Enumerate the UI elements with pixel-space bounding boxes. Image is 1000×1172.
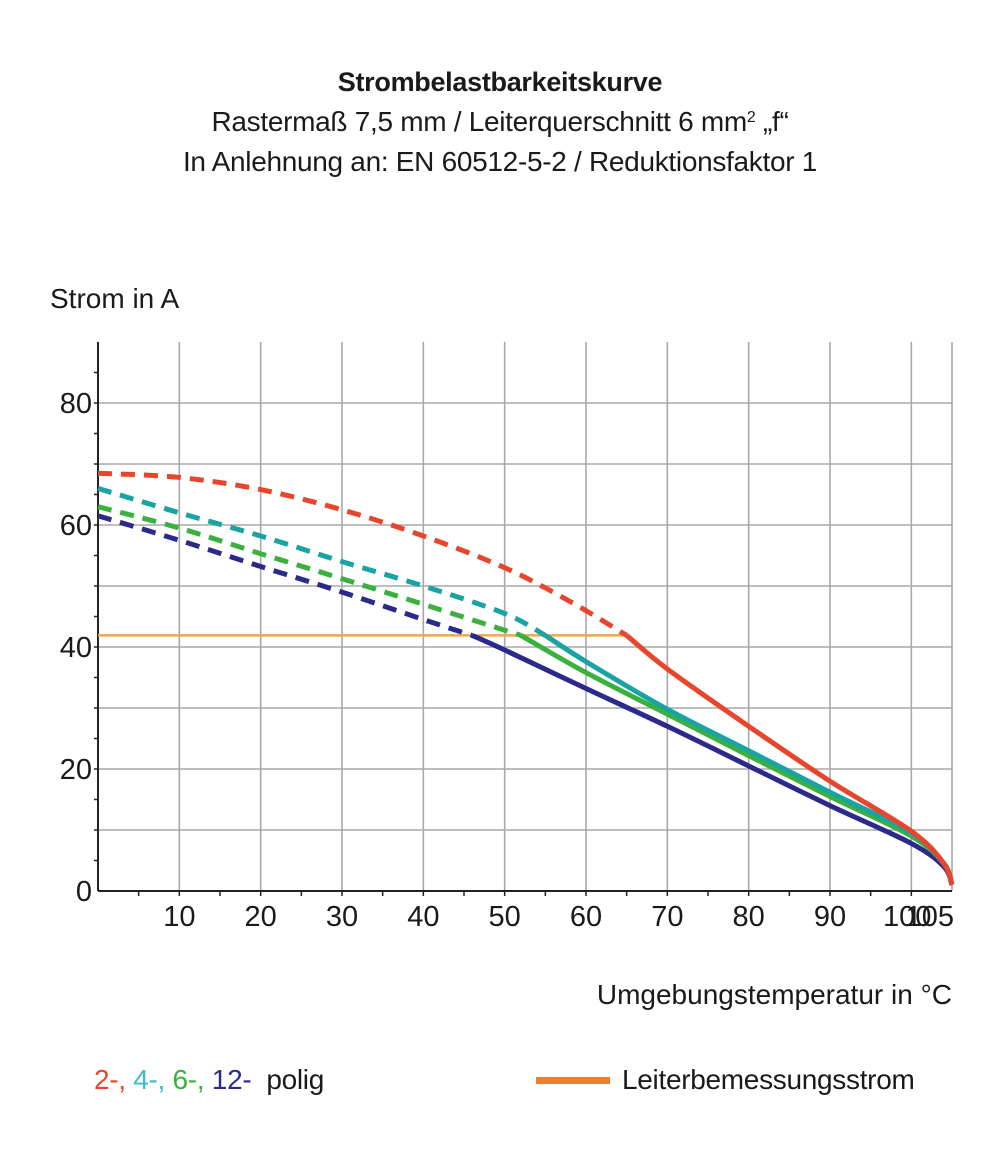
legend-pole-label-2: 6-, — [165, 1064, 205, 1095]
x-tick-label: 30 — [326, 901, 358, 933]
legend-reference-swatch — [536, 1076, 610, 1084]
x-tick-label: 100 — [883, 901, 931, 933]
x-tick-label: 10 — [163, 901, 195, 933]
y-axis-label: Strom in A — [50, 283, 179, 314]
series-12-pol-dashed — [97, 513, 473, 638]
y-tick-label: 80 — [60, 388, 92, 420]
x-axis-label: Umgebungstemperatur in °C — [597, 979, 952, 1010]
chart-title: Strombelastbarkeitskurve — [337, 67, 663, 97]
subtitle-1-tail: „f“ — [755, 106, 789, 137]
title-block: Strombelastbarkeitskurve Rastermaß 7,5 m… — [0, 62, 1000, 182]
x-tick-label: 90 — [814, 901, 846, 933]
y-tick-label: 0 — [76, 876, 92, 908]
legend-pole-label-0: 2-, — [94, 1064, 126, 1095]
legend-pole-label-3: 12- — [204, 1064, 252, 1095]
legend-pole-suffix: polig — [251, 1064, 324, 1095]
y-tick-label: 40 — [60, 632, 92, 664]
legend-reference: Leiterbemessungsstrom — [536, 1064, 915, 1096]
x-tick-label: 20 — [245, 901, 277, 933]
series-2-pol-dashed — [97, 470, 628, 638]
series-12-pol-solid — [471, 633, 955, 886]
y-tick-label: 20 — [60, 754, 92, 786]
y-tick-label: 60 — [60, 510, 92, 542]
x-tick-label: 60 — [570, 901, 602, 933]
subtitle-1-superscript: 2 — [746, 109, 756, 126]
series-4-pol-dashed — [97, 486, 547, 638]
legend-reference-label: Leiterbemessungsstrom — [622, 1064, 915, 1095]
x-tick-label: 50 — [489, 901, 521, 933]
x-tick-label: 40 — [407, 901, 439, 933]
x-tick-label: 70 — [651, 901, 683, 933]
legend-pole-label-1: 4-, — [125, 1064, 166, 1095]
x-tick-label: 80 — [733, 901, 765, 933]
legend-pole-labels: 2-, 4-, 6-, 12- — [94, 1064, 252, 1095]
chart-subtitle-2: In Anlehnung an: EN 60512-5-2 / Reduktio… — [182, 146, 818, 177]
series-2-pol-solid — [625, 633, 955, 886]
chart-subtitle-1: Rastermaß 7,5 mm / Leiterquerschnitt 6 m… — [0, 102, 1000, 142]
series-6-pol-dashed — [97, 504, 522, 638]
legend-poles: 2-, 4-, 6-, 12- polig — [94, 1064, 324, 1096]
subtitle-1-text: Rastermaß 7,5 mm / Leiterquerschnitt 6 m… — [211, 106, 747, 137]
x-tick-label: 105 — [906, 901, 954, 933]
